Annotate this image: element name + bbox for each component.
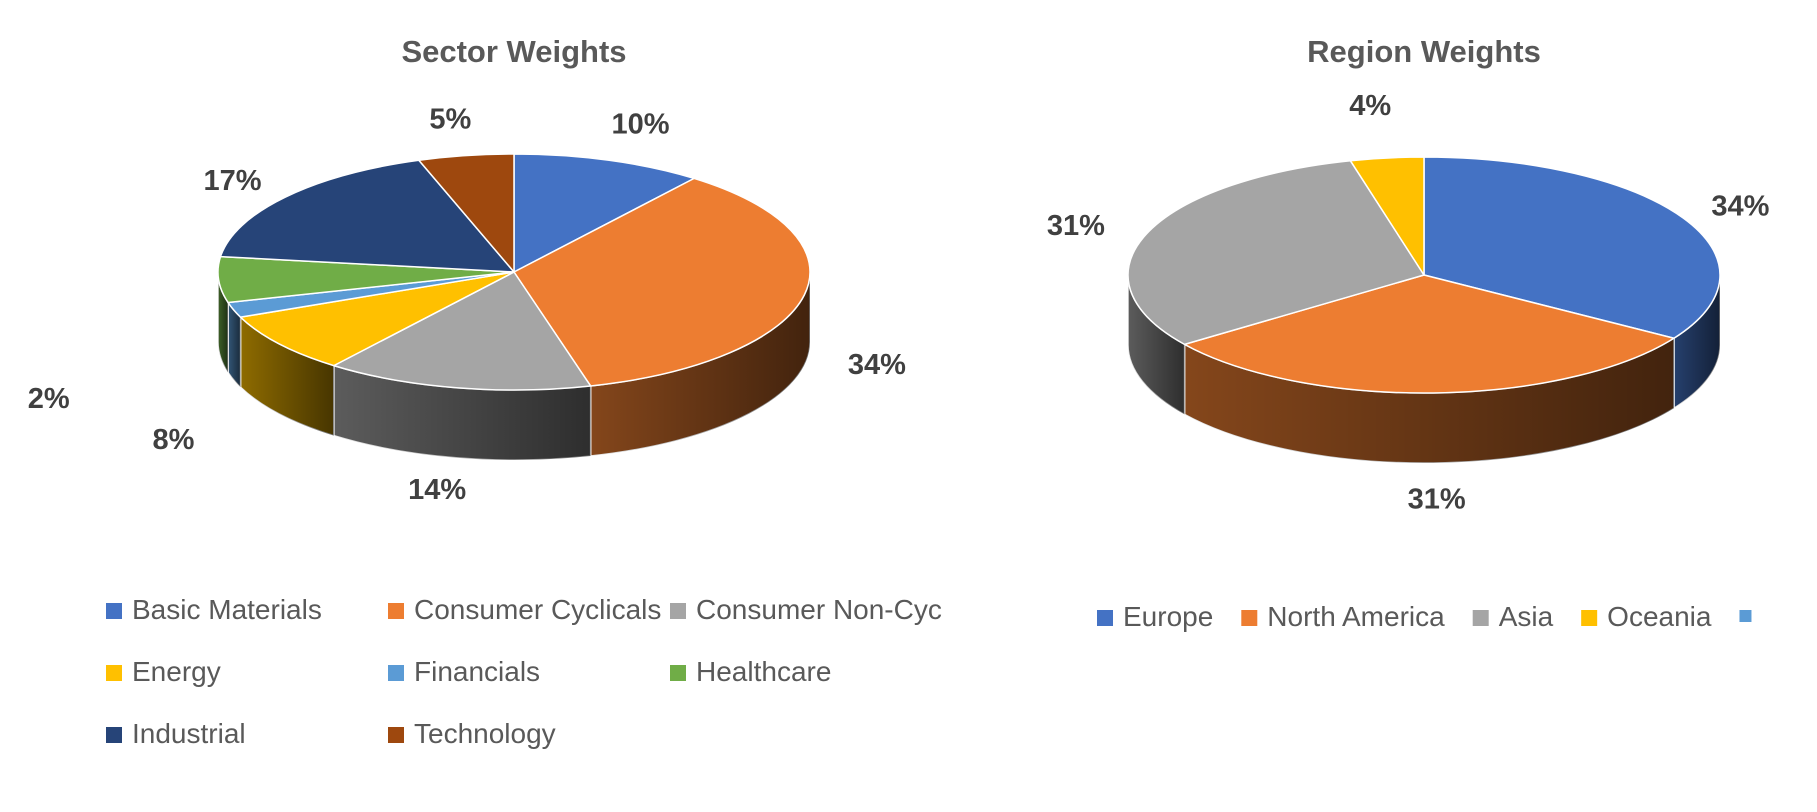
region-weights-chart: Region Weights 34% 31% 31% 4% Europe North Ame… — [1047, 34, 1770, 632]
legend-item-asia: Asia — [1472, 601, 1554, 632]
data-label-basic-materials: 10% — [612, 108, 670, 140]
legend-item-consumer-non-cyc: Consumer Non-Cyc — [670, 594, 942, 625]
legend-label: Technology — [414, 718, 556, 749]
pie-slice-north-america — [1183, 274, 1675, 394]
legend-item-europe: Europe — [1097, 601, 1213, 632]
sector-weights-chart: Sector Weights10%34%14%8%2%6%17%5%Basic … — [28, 34, 942, 749]
pie-slice-consumer-non-cyc — [333, 271, 592, 391]
legend-label: Europe — [1123, 601, 1213, 632]
legend: Basic Materials Consumer Cyclicals Consume… — [106, 594, 942, 749]
pie-wall-shade-energy — [240, 317, 334, 436]
pie-side-walls — [1127, 274, 1721, 464]
data-label-oceania: 4% — [1349, 90, 1391, 122]
chart-title: Region Weights — [1307, 34, 1541, 69]
pie-slice-basic-materials — [513, 153, 695, 273]
legend: Europe North America Asia Oceania — [1097, 601, 1752, 632]
pie-slice-energy — [239, 271, 515, 367]
legend-item-north-america: North America — [1241, 601, 1445, 632]
legend-label: Oceania — [1607, 601, 1712, 632]
pie-slice-healthcare — [217, 255, 515, 304]
pie-slice-europe — [1423, 156, 1721, 339]
legend-swatch — [1472, 610, 1489, 626]
pie-wall-shade-financials — [228, 302, 241, 388]
legend-label: Industrial — [132, 718, 246, 749]
legend-label: Consumer Cyclicals — [414, 594, 661, 625]
legend-swatch — [1097, 610, 1113, 626]
legend-swatch — [1581, 610, 1598, 626]
legend-label: Financials — [414, 656, 540, 687]
legend-item-financials: Financials — [388, 656, 540, 687]
pie-slices — [217, 153, 811, 391]
pie-slice-technology — [418, 153, 515, 273]
data-label-energy: 8% — [153, 424, 195, 456]
legend-label: Healthcare — [696, 656, 831, 687]
data-label-asia: 31% — [1047, 210, 1105, 242]
pie-slice-oceania — [1349, 156, 1425, 276]
legend-item-oceania: Oceania — [1581, 601, 1712, 632]
legend-item-energy: Energy — [106, 656, 221, 687]
legend-item-healthcare: Healthcare — [670, 656, 831, 687]
legend-swatch — [388, 665, 404, 681]
data-label-north-america: 31% — [1408, 483, 1466, 515]
legend-label: Basic Materials — [132, 594, 322, 625]
pie-wall-shade-asia — [1128, 275, 1185, 415]
data-label-europe: 34% — [1711, 191, 1769, 223]
legend-swatch — [388, 603, 404, 619]
legend-swatch — [1241, 610, 1258, 626]
legend-label: Consumer Non-Cyc — [696, 594, 942, 625]
legend-swatch-unlabeled — [1739, 610, 1752, 622]
pie-wall-shade-north-america — [1184, 338, 1674, 463]
legend-swatch — [106, 665, 122, 681]
legend-swatch — [670, 603, 686, 619]
legend-swatch — [106, 603, 122, 619]
pie-slice-industrial — [219, 159, 515, 273]
pie-wall-shade-consumer-non-cyc — [333, 365, 591, 460]
legend-swatch — [670, 665, 686, 681]
pie-slice-asia — [1127, 159, 1425, 346]
data-labels: 34% 31% 31% 4% — [1047, 90, 1770, 515]
legend-swatch — [388, 727, 404, 743]
legend-item-industrial: Industrial — [106, 718, 246, 749]
legend-swatch — [106, 727, 122, 743]
legend-label: Energy — [132, 656, 221, 687]
legend-item-basic-materials: Basic Materials — [106, 594, 322, 625]
data-label-consumer-non-cyc: 14% — [408, 474, 466, 506]
legend-item-technology: Technology — [388, 718, 556, 749]
legend-label: North America — [1267, 601, 1445, 632]
pie-slices — [1127, 156, 1721, 394]
data-label-financials: 2% — [28, 383, 70, 415]
legend-label: Asia — [1499, 601, 1554, 632]
data-label-consumer-cyclicals: 34% — [848, 349, 906, 381]
legend-item-consumer-cyclicals: Consumer Cyclicals — [388, 594, 661, 625]
pie-slice-consumer-cyclicals — [513, 177, 811, 387]
data-label-technology: 5% — [429, 103, 471, 135]
pie-wall-shade-healthcare — [218, 272, 229, 373]
data-label-industrial: 17% — [204, 165, 262, 197]
chart-title: Sector Weights — [401, 34, 626, 69]
data-labels: 10%34%14%8%2%6%17%5% — [28, 103, 906, 506]
